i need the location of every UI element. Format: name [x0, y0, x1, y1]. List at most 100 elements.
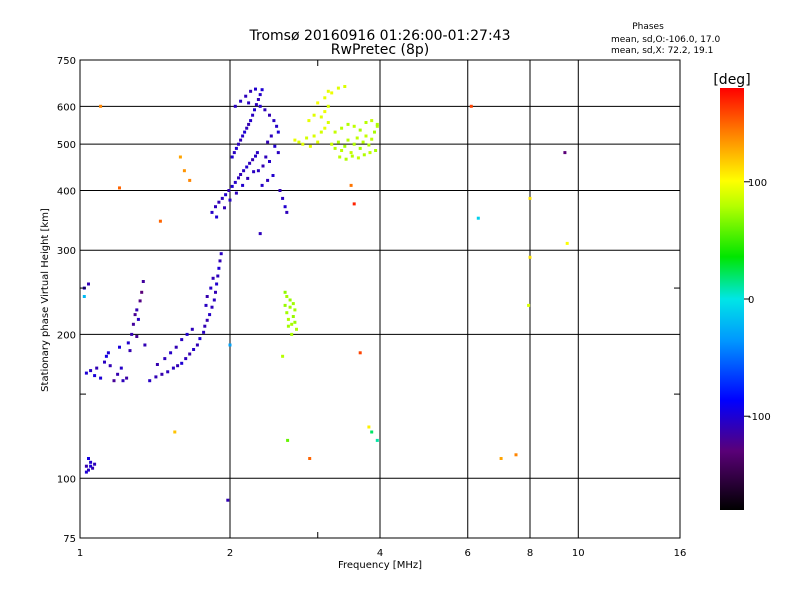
data-point	[358, 351, 362, 355]
data-point	[275, 124, 279, 128]
data-point	[210, 305, 214, 309]
data-point	[514, 453, 518, 457]
data-point	[356, 156, 360, 160]
y-axis-label: Stationary phase Virtual Height [km]	[40, 208, 51, 392]
data-point	[340, 149, 344, 152]
data-point	[84, 470, 88, 474]
data-point	[246, 176, 250, 180]
data-point	[232, 151, 236, 155]
data-point	[290, 332, 294, 336]
data-point	[228, 343, 232, 347]
data-point	[476, 216, 480, 220]
data-point	[185, 332, 189, 336]
data-point	[87, 282, 90, 286]
data-point	[364, 134, 368, 138]
data-point	[116, 372, 120, 376]
data-point	[251, 113, 255, 117]
x-tick-label: 6	[465, 548, 471, 559]
data-point	[375, 122, 379, 126]
data-point	[131, 322, 135, 326]
data-point	[138, 299, 142, 303]
data-point	[252, 170, 256, 174]
data-point	[99, 376, 103, 380]
data-point	[286, 324, 290, 328]
data-point	[305, 136, 309, 140]
data-point	[295, 327, 298, 331]
data-point	[278, 189, 282, 192]
data-point	[202, 330, 206, 334]
data-point	[95, 366, 99, 370]
data-point	[230, 184, 234, 188]
data-point	[291, 302, 295, 306]
x-tick-label: 16	[674, 548, 687, 559]
data-point	[286, 438, 290, 442]
data-point	[244, 94, 248, 98]
data-point	[112, 379, 116, 383]
data-point	[352, 202, 356, 206]
data-point	[234, 191, 238, 195]
data-point	[272, 119, 276, 123]
data-point	[242, 169, 246, 173]
data-point	[220, 196, 224, 200]
colorbar-title: [deg]	[713, 72, 750, 88]
x-tick-label: 4	[377, 548, 383, 559]
data-point	[87, 468, 90, 472]
data-point	[93, 374, 97, 378]
data-point	[283, 303, 287, 307]
data-point	[143, 343, 147, 347]
data-point	[163, 357, 167, 361]
data-point	[333, 130, 337, 134]
data-point	[297, 140, 301, 144]
data-point	[261, 164, 265, 168]
data-point	[276, 130, 280, 134]
data-point	[241, 134, 245, 138]
data-point	[192, 348, 196, 351]
data-point	[106, 351, 110, 355]
data-point	[307, 119, 311, 123]
data-point	[104, 354, 108, 358]
data-point	[469, 104, 473, 108]
data-point	[323, 110, 327, 114]
colorbar-ticks: 100 0 -100	[744, 178, 771, 423]
y-tick-label: 100	[57, 474, 76, 485]
data-point	[281, 354, 285, 358]
data-point	[93, 462, 97, 466]
data-point	[260, 88, 264, 92]
data-point	[364, 121, 368, 124]
data-point	[154, 375, 158, 379]
y-tick-label: 600	[57, 102, 76, 113]
data-point	[258, 93, 262, 97]
data-point	[565, 241, 569, 245]
data-point	[188, 178, 192, 182]
data-point	[375, 438, 379, 442]
data-point	[288, 305, 292, 309]
data-point	[237, 176, 240, 180]
data-point	[499, 457, 503, 460]
data-point	[358, 128, 362, 132]
data-point	[203, 324, 207, 328]
data-point	[373, 130, 376, 134]
data-point	[346, 138, 350, 142]
data-point	[375, 124, 379, 128]
data-point	[308, 144, 312, 148]
data-point	[89, 460, 93, 464]
data-point	[89, 464, 93, 468]
y-tick-label: 200	[57, 330, 76, 341]
colorbar-tick-label: -100	[748, 412, 771, 423]
data-point	[214, 205, 217, 209]
plot-grid	[80, 60, 680, 538]
data-point	[368, 151, 372, 155]
data-point	[269, 134, 273, 138]
data-point	[148, 379, 152, 383]
data-point	[338, 155, 342, 159]
data-point	[126, 341, 130, 345]
data-point	[184, 357, 188, 361]
data-point	[130, 332, 134, 336]
data-point	[217, 200, 221, 204]
data-point	[276, 151, 280, 155]
data-point	[286, 317, 290, 321]
x-tick-label: 10	[572, 548, 585, 559]
data-point	[370, 137, 374, 141]
data-point	[330, 91, 334, 95]
data-point	[217, 266, 221, 270]
